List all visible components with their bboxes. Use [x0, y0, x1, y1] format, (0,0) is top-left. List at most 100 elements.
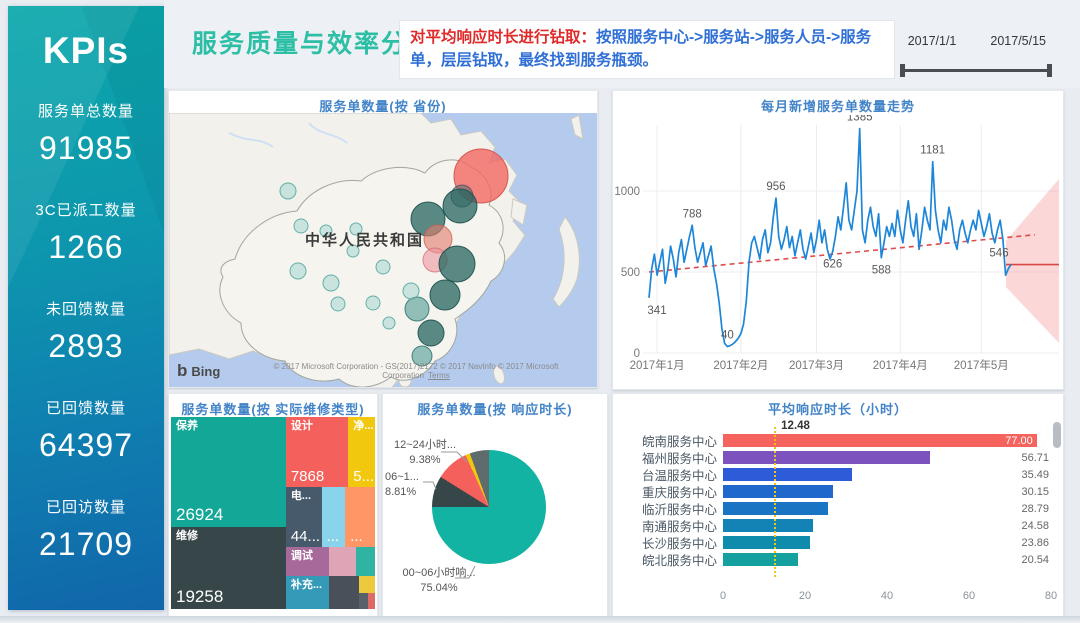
- map-bubble[interactable]: [319, 224, 333, 238]
- bar-track: [723, 502, 1014, 515]
- x-tick-label: 2017年5月: [954, 358, 1009, 372]
- data-label: 588: [872, 265, 891, 277]
- treemap-cell[interactable]: [329, 576, 360, 609]
- treemap-cell-label: 补充...: [290, 579, 323, 592]
- bar-fill[interactable]: [723, 553, 798, 566]
- treemap-cell-value: ...: [350, 527, 363, 545]
- data-label: 788: [683, 208, 702, 220]
- bar-label: 台温服务中心: [641, 469, 717, 483]
- kpi-value: 91985: [39, 130, 133, 166]
- map-bubble[interactable]: [365, 295, 381, 311]
- treemap-cell-value: 5...: [353, 468, 375, 486]
- bar-track: [723, 553, 1014, 566]
- china-map[interactable]: 中华人民共和国 b Bing © 2017 Microsoft Corporat…: [169, 113, 597, 387]
- terms-link[interactable]: Terms: [428, 371, 450, 380]
- avg-line-label: 12.48: [781, 420, 810, 432]
- treemap-cell[interactable]: 电... 44...: [285, 487, 322, 547]
- line-series[interactable]: [648, 127, 1012, 348]
- treemap: 保养 26924 维修 19258 设计 7868 净... 5... 电... 44......…: [171, 417, 375, 609]
- treemap-cell[interactable]: 调试: [285, 546, 330, 577]
- bing-logo[interactable]: b Bing: [177, 361, 220, 381]
- map-bubble[interactable]: [293, 218, 309, 234]
- pie-chart[interactable]: [432, 450, 546, 564]
- bar-fill[interactable]: [723, 468, 853, 481]
- map-bubble[interactable]: [322, 274, 340, 292]
- scrollbar-thumb[interactable]: [1053, 422, 1061, 448]
- map-bubble[interactable]: [402, 282, 420, 300]
- bar-label: 临沂服务中心: [641, 503, 717, 517]
- map-bubble[interactable]: [349, 222, 363, 236]
- treemap-panel: 服务单数量(按 实际维修类型) 保养 26924 维修 19258 设计 7868 净...…: [168, 393, 378, 619]
- japan-land: [552, 216, 580, 308]
- map-bubble[interactable]: [442, 188, 478, 224]
- map-bubble[interactable]: [375, 259, 391, 275]
- bar-row: 台温服务中心 35.49: [619, 468, 1049, 483]
- bar-label: 福州服务中心: [641, 452, 717, 466]
- date-start[interactable]: 2017/1/1: [907, 34, 957, 48]
- kpi-item: 已回访数量 21709: [8, 496, 164, 563]
- drill-note-body: 按照服务中心->服务站->服务人员->服务单，层层钻取，最终找到服务瓶颈。: [410, 29, 872, 70]
- map-bubble[interactable]: [438, 245, 476, 283]
- river: [228, 122, 348, 148]
- attribution-text: © 2017 Microsoft Corporation - GS(2017)2…: [273, 362, 559, 380]
- date-end[interactable]: 2017/5/15: [990, 34, 1046, 48]
- bar-x-tick: 0: [719, 590, 727, 602]
- pie-title: 服务单数量(按 响应时长): [417, 402, 573, 417]
- treemap-cell[interactable]: 维修 19258: [171, 526, 286, 609]
- map-bubble[interactable]: [346, 244, 360, 258]
- taiwan-land: [492, 365, 506, 385]
- treemap-cell-label: 保养: [176, 420, 198, 432]
- date-slider[interactable]: [900, 64, 1052, 78]
- kpi-item: 未回馈数量 2893: [8, 298, 164, 365]
- x-tick-label: 2017年4月: [873, 358, 928, 372]
- x-tick-label: 2017年1月: [630, 358, 685, 372]
- slider-handle-right[interactable]: [1047, 64, 1052, 77]
- bar-label: 南通服务中心: [641, 520, 717, 534]
- bar-row: 南通服务中心 24.58: [619, 519, 1049, 534]
- scrollbar[interactable]: [1053, 422, 1061, 582]
- bar-fill[interactable]: [723, 519, 813, 532]
- sakhalin-land: [570, 114, 584, 140]
- bar-fill[interactable]: [723, 451, 930, 464]
- map-bubble[interactable]: [289, 262, 307, 280]
- treemap-cell[interactable]: 补充...: [285, 576, 330, 609]
- treemap-cell[interactable]: [359, 592, 369, 609]
- map-bubble[interactable]: [404, 296, 430, 322]
- forecast-band: [1006, 179, 1059, 343]
- treemap-cell[interactable]: [368, 592, 375, 609]
- bar-row: 长沙服务中心 23.86: [619, 536, 1049, 551]
- data-label: 1181: [920, 145, 945, 157]
- map-bubble[interactable]: [429, 279, 461, 311]
- line-chart-panel: 每月新增服务单数量走势 0 500 1000 2017年1月 2017年2月 2017年3…: [612, 90, 1064, 390]
- treemap-cell[interactable]: [359, 576, 375, 593]
- kpi-item: 已回馈数量 64397: [8, 397, 164, 464]
- map-bubble[interactable]: [279, 182, 297, 200]
- treemap-cell[interactable]: ...: [321, 487, 346, 547]
- treemap-cell-label: 调试: [290, 549, 313, 562]
- map-bubble[interactable]: [330, 296, 346, 312]
- treemap-cell[interactable]: [329, 546, 357, 577]
- kpi-value: 21709: [39, 526, 133, 562]
- map-bubble[interactable]: [382, 316, 396, 330]
- treemap-cell-value: 26924: [176, 504, 224, 524]
- x-tick-label: 2017年3月: [789, 358, 844, 372]
- treemap-cell[interactable]: 设计 7868: [285, 417, 349, 488]
- bar-fill[interactable]: 77.00: [723, 434, 1037, 447]
- bar-row: 临沂服务中心 28.79: [619, 502, 1049, 517]
- slider-track[interactable]: [902, 69, 1050, 72]
- data-label: 546: [989, 248, 1008, 260]
- treemap-cell[interactable]: [356, 546, 375, 577]
- treemap-cell[interactable]: ...: [345, 487, 375, 547]
- bar-fill[interactable]: [723, 485, 833, 498]
- treemap-cell[interactable]: 净... 5...: [348, 417, 375, 488]
- bar-chart-title: 平均响应时长（小时）: [767, 402, 908, 417]
- map-bubble[interactable]: [411, 345, 433, 367]
- bar-value: 28.79: [1021, 502, 1049, 515]
- bar-fill[interactable]: [723, 536, 810, 549]
- map-bubble[interactable]: [417, 319, 445, 347]
- bottom-shade: [0, 616, 1080, 623]
- treemap-cell[interactable]: 保养 26924: [171, 417, 286, 527]
- bar-label: 重庆服务中心: [641, 486, 717, 500]
- bar-label: 皖南服务中心: [641, 435, 717, 449]
- bar-track: [723, 485, 1014, 498]
